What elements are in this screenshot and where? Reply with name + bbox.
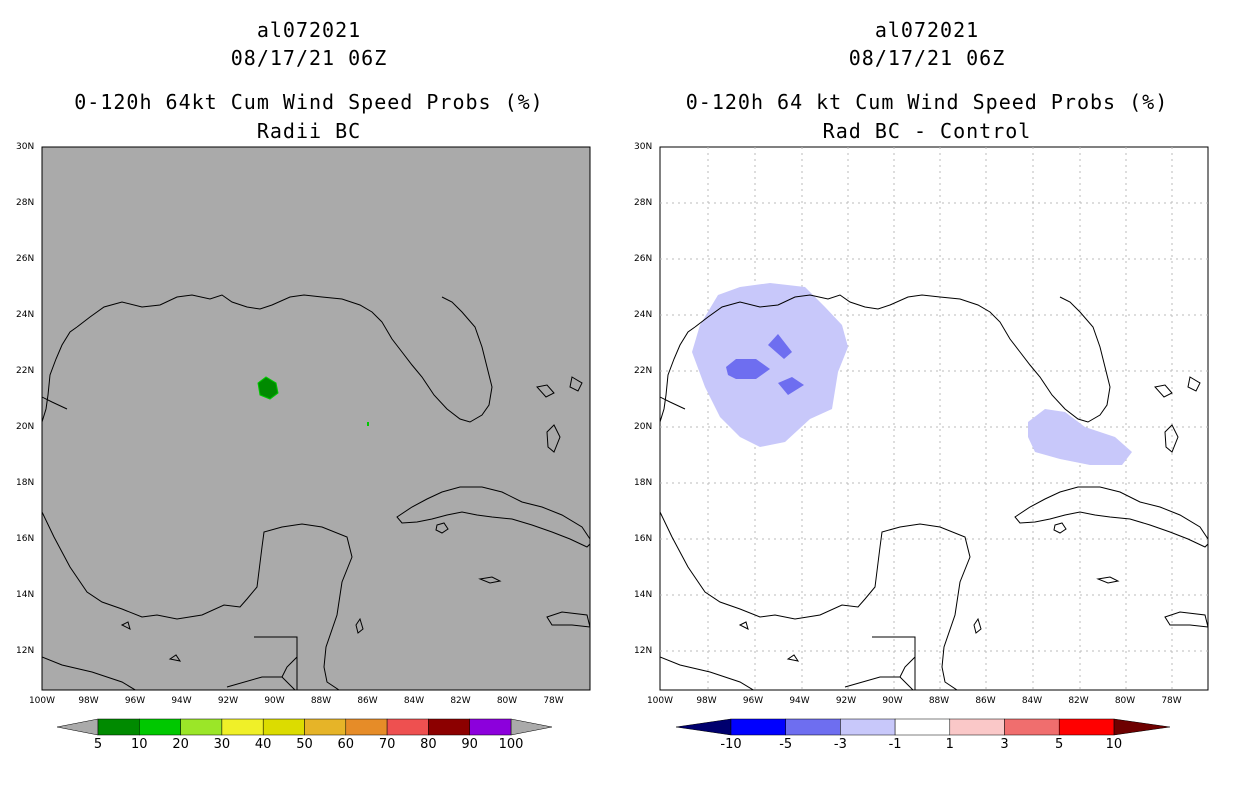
lat-label-left: 28N bbox=[16, 198, 35, 208]
left-subtitle: Radii BC bbox=[256, 119, 362, 143]
colorbar-swatch bbox=[345, 718, 388, 736]
lat-label-left: 26N bbox=[16, 254, 35, 264]
lon-label-right: 88W bbox=[928, 696, 950, 706]
colorbar-swatch bbox=[1004, 718, 1060, 736]
lat-label-right: 20N bbox=[634, 422, 653, 432]
colorbar-swatch bbox=[428, 718, 470, 736]
colorbar-label: 80 bbox=[420, 737, 437, 752]
lat-label-right: 14N bbox=[634, 590, 653, 600]
diff-minus-3-area bbox=[692, 283, 848, 447]
colorbar-swatch bbox=[221, 718, 264, 736]
lon-label-right: 82W bbox=[1068, 696, 1089, 706]
colorbar-label: -10 bbox=[720, 737, 742, 752]
diff-minus-5-area-3 bbox=[778, 377, 804, 395]
right-datetime: 08/17/21 06Z bbox=[848, 46, 1006, 70]
right-colorbar bbox=[675, 718, 1171, 736]
lat-label-right: 28N bbox=[634, 198, 653, 208]
lon-label-left: 78W bbox=[543, 696, 564, 706]
colorbar-label: 40 bbox=[254, 737, 272, 752]
lat-label-right: 22N bbox=[634, 366, 653, 376]
colorbar-label: 60 bbox=[337, 737, 355, 752]
lat-label-left: 14N bbox=[16, 590, 35, 600]
colorbar-swatch bbox=[894, 718, 951, 736]
lon-label-left: 82W bbox=[450, 696, 471, 706]
lat-label-right: 16N bbox=[634, 534, 653, 544]
lon-label-right: 92W bbox=[835, 696, 857, 706]
colorbar-swatch bbox=[949, 718, 1005, 736]
right-map bbox=[659, 146, 1209, 691]
colorbar-swatch bbox=[469, 718, 512, 736]
colorbar-label: 20 bbox=[172, 737, 189, 752]
colorbar-label: 90 bbox=[461, 737, 478, 752]
colorbar-label: 3 bbox=[1000, 737, 1009, 752]
lat-label-right: 18N bbox=[634, 478, 653, 488]
lon-label-left: 94W bbox=[171, 696, 192, 706]
colorbar-label: 10 bbox=[131, 737, 148, 752]
lon-label-right: 84W bbox=[1021, 696, 1043, 706]
diff-minus-5-area-1 bbox=[726, 359, 770, 379]
lat-label-left: 18N bbox=[16, 478, 35, 488]
lat-label-right: 12N bbox=[634, 646, 653, 656]
colorbar-swatch bbox=[304, 718, 347, 736]
lon-label-left: 86W bbox=[357, 696, 378, 706]
lon-label-left: 96W bbox=[124, 696, 146, 706]
lon-label-right: 98W bbox=[696, 696, 717, 706]
left-map bbox=[41, 146, 591, 691]
colorbar-swatch bbox=[785, 718, 841, 736]
colorbar-label: 5 bbox=[1055, 737, 1064, 752]
colorbar-label: 10 bbox=[1105, 737, 1123, 752]
lon-label-right: 78W bbox=[1161, 696, 1182, 706]
diff-minus-5-area-2 bbox=[768, 334, 792, 359]
colorbar-label: 1 bbox=[945, 737, 954, 752]
left-datetime: 08/17/21 06Z bbox=[230, 46, 388, 70]
colorbar-label: 100 bbox=[498, 737, 524, 752]
left-colorbar bbox=[56, 718, 553, 736]
lon-label-left: 80W bbox=[496, 696, 518, 706]
lat-label-left: 24N bbox=[16, 310, 35, 320]
colorbar-label: 30 bbox=[213, 737, 231, 752]
lon-label-left: 100W bbox=[28, 696, 56, 706]
lon-label-left: 90W bbox=[264, 696, 285, 706]
colorbar-swatch bbox=[1058, 718, 1115, 736]
lon-label-right: 94W bbox=[789, 696, 810, 706]
colorbar-swatch bbox=[262, 718, 305, 736]
lon-label-right: 86W bbox=[975, 696, 996, 706]
lat-label-right: 26N bbox=[634, 254, 653, 264]
colorbar-swatch bbox=[730, 718, 786, 736]
left-storm-id: al072021 bbox=[256, 18, 362, 42]
lat-label-right: 30N bbox=[634, 142, 653, 152]
colorbar-swatch bbox=[180, 718, 223, 736]
colorbar-swatch bbox=[97, 718, 140, 736]
left-title: 0-120h 64kt Cum Wind Speed Probs (%) bbox=[74, 90, 544, 114]
lon-label-right: 90W bbox=[882, 696, 903, 706]
lat-label-left: 12N bbox=[16, 646, 35, 656]
lon-label-left: 98W bbox=[78, 696, 99, 706]
right-storm-id: al072021 bbox=[874, 18, 980, 42]
lat-label-left: 30N bbox=[16, 142, 35, 152]
colorbar-swatch bbox=[840, 718, 896, 736]
diff-minus-3-area-east bbox=[1028, 409, 1132, 465]
prob-5-patch bbox=[257, 376, 279, 400]
lon-label-right: 80W bbox=[1114, 696, 1136, 706]
lon-label-left: 88W bbox=[310, 696, 332, 706]
lon-label-left: 84W bbox=[403, 696, 425, 706]
right-subtitle: Rad BC - Control bbox=[822, 119, 1032, 143]
lon-label-left: 92W bbox=[217, 696, 239, 706]
lon-label-right: 96W bbox=[742, 696, 764, 706]
colorbar-swatch bbox=[139, 718, 181, 736]
lat-label-left: 22N bbox=[16, 366, 35, 376]
lat-label-right: 24N bbox=[634, 310, 653, 320]
colorbar-label: -3 bbox=[833, 737, 847, 752]
lat-label-left: 16N bbox=[16, 534, 35, 544]
colorbar-label: 50 bbox=[296, 737, 313, 752]
colorbar-label: 70 bbox=[378, 737, 396, 752]
right-title: 0-120h 64 kt Cum Wind Speed Probs (%) bbox=[685, 90, 1169, 114]
colorbar-label: -5 bbox=[779, 737, 793, 752]
colorbar-swatch bbox=[386, 718, 429, 736]
colorbar-label: 5 bbox=[93, 737, 103, 752]
lon-label-right: 100W bbox=[646, 696, 674, 706]
lat-label-left: 20N bbox=[16, 422, 35, 432]
colorbar-label: -1 bbox=[888, 737, 902, 752]
